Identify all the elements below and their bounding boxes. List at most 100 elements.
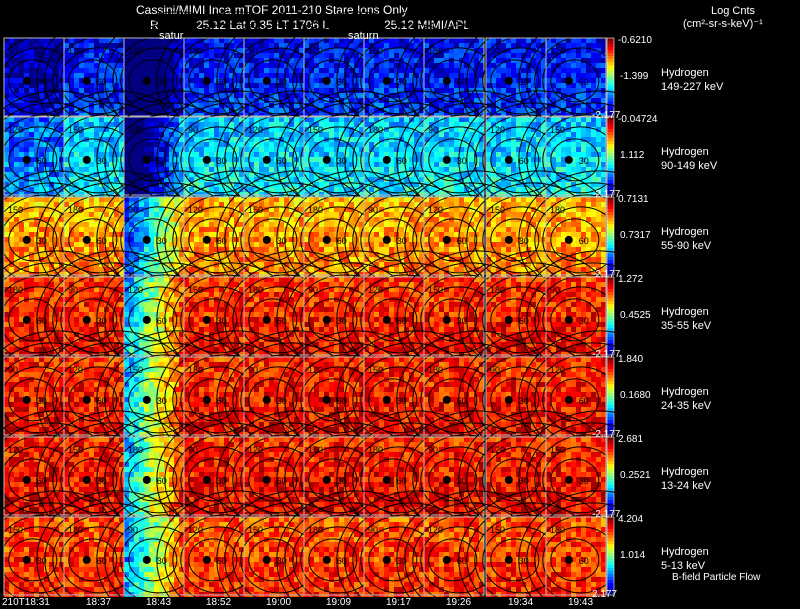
contour-label: 30 xyxy=(579,316,589,326)
saturn-marker-icon xyxy=(202,76,211,85)
contour-label: 60 xyxy=(337,236,347,246)
panel-r6-c6: 30 90 xyxy=(336,490,498,609)
contour-label: 60 xyxy=(217,77,227,87)
contour-label: 60 xyxy=(97,236,107,246)
saturn-marker-icon xyxy=(564,235,573,244)
contour-label: 120 xyxy=(8,125,23,135)
colorbar-max: 2.681 xyxy=(618,434,644,445)
panel-r4-c2: 30 150 xyxy=(96,330,258,470)
contour-label: 150 xyxy=(490,205,505,215)
contour-label: 180 xyxy=(490,285,505,295)
saturn-marker-icon xyxy=(202,315,211,324)
saturn-marker-icon xyxy=(202,235,211,244)
contour-label: 60 xyxy=(37,156,47,166)
contour-label: 30 xyxy=(97,476,107,486)
contour-label: 60 xyxy=(97,556,107,566)
contour-label: 90 xyxy=(490,46,500,56)
panel-r6-c4: 30 150 xyxy=(216,490,378,609)
contour-label: 30 xyxy=(97,156,107,166)
x-tick-label: 19:00 xyxy=(266,597,292,608)
saturn-marker-icon xyxy=(322,76,331,85)
contour-label: 150 xyxy=(8,205,23,215)
contour-label: 90 xyxy=(308,285,318,295)
panel-r0-c7: 60 180 xyxy=(396,11,558,151)
saturn-marker-icon xyxy=(262,315,271,324)
panel-r3-c9: 30 90 xyxy=(518,250,680,390)
contour-label: 60 xyxy=(579,396,589,406)
colorbar-max: 1.840 xyxy=(618,354,644,365)
colorbar-4 xyxy=(606,356,615,436)
colorbar-min: -2.177 xyxy=(592,189,621,200)
colorbar-1 xyxy=(606,116,615,196)
saturn-marker-icon xyxy=(382,315,391,324)
contour-label: 180 xyxy=(128,125,143,135)
saturn-marker-icon xyxy=(564,155,573,164)
saturn-marker-icon xyxy=(142,76,151,85)
saturn-marker-icon xyxy=(442,235,451,244)
saturn-marker-icon xyxy=(504,395,513,404)
band-energy-range: 35-55 keV xyxy=(661,320,712,332)
saturn-marker-icon xyxy=(202,555,211,564)
saturn-marker-icon xyxy=(442,395,451,404)
band-species: Hydrogen xyxy=(661,146,709,158)
contour-label: 120 xyxy=(68,46,83,56)
saturn-marker-icon xyxy=(262,555,271,564)
saturn-label-2: saturn xyxy=(348,30,379,42)
units-title: Log Cnts xyxy=(711,5,756,17)
saturn-marker-icon xyxy=(22,235,31,244)
colorbar-mid: 0.4525 xyxy=(620,310,651,321)
x-tick-label: 18:43 xyxy=(146,597,172,608)
band-energy-range: 55-90 keV xyxy=(661,240,712,252)
contour-label: 120 xyxy=(550,365,565,375)
colorbar-mid: 0.7317 xyxy=(620,230,651,241)
band-species: Hydrogen xyxy=(661,306,709,318)
contour-label: 30 xyxy=(277,396,287,406)
contour-label: 150 xyxy=(368,46,383,56)
contour-label: 120 xyxy=(428,205,443,215)
contour-label: 30 xyxy=(97,316,107,326)
contour-label: 30 xyxy=(397,556,407,566)
contour-label: 60 xyxy=(37,316,47,326)
panel-r0-c2: 30 150 xyxy=(96,11,258,151)
colorbar-5 xyxy=(606,436,615,516)
contour-label: 90 xyxy=(490,365,500,375)
contour-label: 60 xyxy=(277,476,287,486)
contour-label: 150 xyxy=(550,445,565,455)
saturn-marker-icon xyxy=(262,395,271,404)
panel-r3-c1: 30 90 xyxy=(36,250,198,390)
energy-band-5: 6012030150601803090601203015060180309060… xyxy=(0,410,680,550)
contour-label: 120 xyxy=(368,285,383,295)
contour-label: 90 xyxy=(8,46,18,56)
contour-label: 90 xyxy=(128,525,138,535)
contour-label: 90 xyxy=(428,445,438,455)
contour-label: 90 xyxy=(368,525,378,535)
contour-label: 60 xyxy=(579,236,589,246)
saturn-marker-icon xyxy=(504,475,513,484)
saturn-marker-icon xyxy=(564,475,573,484)
colorbar-mid: -1.399 xyxy=(620,71,649,82)
saturn-marker-icon xyxy=(82,315,91,324)
colorbar-max: -0.6210 xyxy=(618,35,652,46)
contour-label: 120 xyxy=(188,525,203,535)
saturn-marker-icon xyxy=(564,315,573,324)
contour-label: 150 xyxy=(68,125,83,135)
saturn-marker-icon xyxy=(262,475,271,484)
colorbar-mid: 0.1680 xyxy=(620,390,651,401)
contour-label: 30 xyxy=(579,476,589,486)
saturn-marker-icon xyxy=(142,315,151,324)
contour-label: 60 xyxy=(157,476,167,486)
contour-label: 180 xyxy=(428,365,443,375)
contour-label: 180 xyxy=(8,285,23,295)
contour-label: 30 xyxy=(457,156,467,166)
colorbar-2 xyxy=(606,196,615,276)
energy-band-2: 3015060180309060120301506018030906012030… xyxy=(0,170,680,310)
contour-label: 60 xyxy=(277,156,287,166)
contour-label: 150 xyxy=(248,205,263,215)
contour-label: 180 xyxy=(128,445,143,455)
colorbar-min: -2.177 xyxy=(592,349,621,360)
saturn-marker-icon xyxy=(22,555,31,564)
saturn-marker-icon xyxy=(322,395,331,404)
panel-r6-c9: 60 180 xyxy=(518,490,680,609)
contour-label: 30 xyxy=(457,316,467,326)
contour-label: 60 xyxy=(337,556,347,566)
